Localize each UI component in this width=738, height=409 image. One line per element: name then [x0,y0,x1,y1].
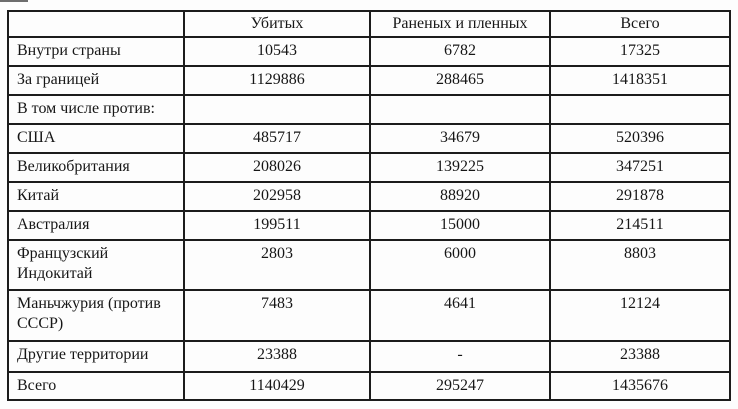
table-row: Внутри страны 10543 6782 17325 [7,36,731,67]
wounded-value-cell: 34679 [369,123,551,154]
killed-value-cell: 2803 [183,239,371,291]
total-value-cell: 214511 [549,210,731,241]
killed-value-cell: 1140429 [183,371,371,401]
total-value-cell: 12124 [549,289,731,342]
killed-value-cell: 199511 [183,210,371,241]
killed-value-cell: 1129886 [183,65,371,96]
wounded-value-cell: 288465 [369,65,551,96]
row-label-cell: Великобритания [7,152,185,183]
table-row: Французский Индокитай 2803 6000 8803 [7,239,731,291]
wounded-value-cell: - [369,340,551,373]
wounded-value-cell: 295247 [369,371,551,401]
total-value-cell: 23388 [549,340,731,373]
killed-value-cell: 23388 [183,340,371,373]
row-label-cell: Французский Индокитай [7,239,185,291]
total-value-cell: 520396 [549,123,731,154]
killed-value-cell: 7483 [183,289,371,342]
total-value-cell: 1418351 [549,65,731,96]
killed-value-cell: 10543 [183,36,371,67]
table-row: За границей 1129886 288465 1418351 [7,65,731,96]
casualties-table: Убитых Раненых и пленных Всего Внутри ст… [7,10,731,401]
total-value-cell: 291878 [549,181,731,212]
total-value-cell: 1435676 [549,371,731,401]
wounded-value-cell: 139225 [369,152,551,183]
table-header: Убитых Раненых и пленных Всего [7,10,731,38]
table-row: США 485717 34679 520396 [7,123,731,154]
killed-value-cell: 202958 [183,181,371,212]
row-label-cell: Австралия [7,210,185,241]
wounded-value-cell: 6000 [369,239,551,291]
wounded-value-cell: 15000 [369,210,551,241]
row-label-cell: Китай [7,181,185,212]
table-row: Великобритания 208026 139225 347251 [7,152,731,183]
row-label-cell: США [7,123,185,154]
header-cell-total: Всего [549,10,731,38]
crop-artifact-line [0,0,28,2]
wounded-value-cell: 4641 [369,289,551,342]
header-row: Убитых Раненых и пленных Всего [7,10,731,38]
wounded-value-cell [369,94,551,125]
table-row: Всего 1140429 295247 1435676 [7,371,731,401]
row-label-cell: Всего [7,371,185,401]
table-row: В том числе против: [7,94,731,125]
row-label-cell: Внутри страны [7,36,185,67]
table-row: Другие территории 23388-23388 [7,340,731,373]
row-label-cell: Маньчжурия (против СССР) [7,289,185,342]
row-label-cell: В том числе против: [7,94,185,125]
row-label-cell: Другие территории [7,340,185,373]
total-value-cell: 17325 [549,36,731,67]
killed-value-cell: 485717 [183,123,371,154]
wounded-value-cell: 88920 [369,181,551,212]
killed-value-cell: 208026 [183,152,371,183]
table-body: Внутри страны 10543 6782 17325 За границей 11… [7,36,731,401]
total-value-cell: 347251 [549,152,731,183]
header-cell-killed: Убитых [183,10,371,38]
total-value-cell [549,94,731,125]
header-cell-empty [7,10,185,38]
total-value-cell: 8803 [549,239,731,291]
header-cell-wounded: Раненых и пленных [369,10,551,38]
table-row: Китай 202958 88920 291878 [7,181,731,212]
killed-value-cell [183,94,371,125]
row-label-cell: За границей [7,65,185,96]
table-row: Австралия 199511 15000 214511 [7,210,731,241]
wounded-value-cell: 6782 [369,36,551,67]
table-row: Маньчжурия (против СССР) 7483 4641 12124 [7,289,731,342]
